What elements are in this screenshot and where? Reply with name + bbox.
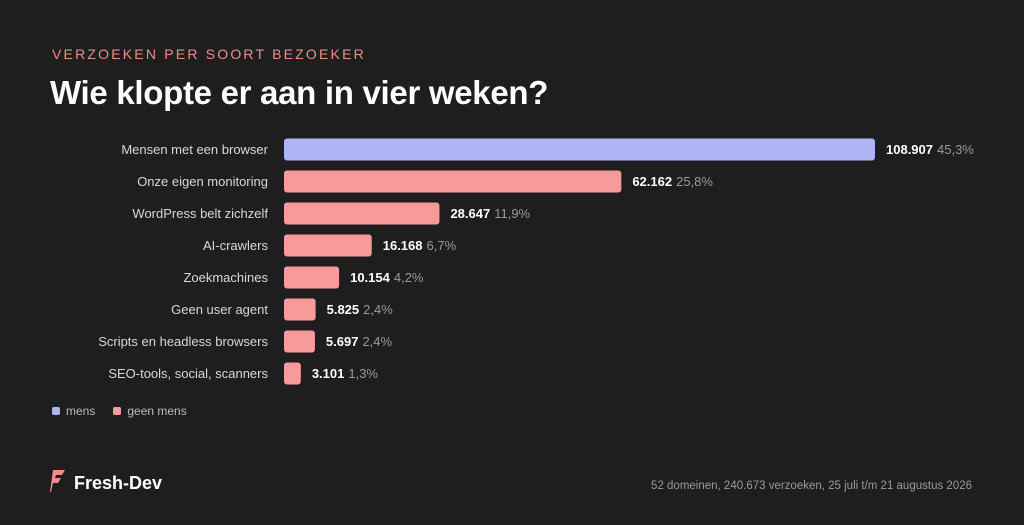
bar-chart: Mensen met een browser 108.907 45,3% Onze e… xyxy=(98,138,974,385)
bar xyxy=(284,298,316,321)
value-label: 3.101 1,3% xyxy=(312,366,379,381)
chart-eyebrow: VERZOEKEN PER SOORT BEZOEKER xyxy=(52,46,366,62)
brand: Fresh-Dev xyxy=(50,470,162,497)
value-label: 10.154 4,2% xyxy=(350,270,424,285)
category-label: WordPress belt zichzelf xyxy=(132,206,268,221)
legend-swatch-mens xyxy=(52,407,60,415)
category-label: Geen user agent xyxy=(171,302,268,317)
category-label: Zoekmachines xyxy=(183,270,268,285)
bar xyxy=(284,266,340,289)
bar xyxy=(284,234,372,257)
value-label: 28.647 11,9% xyxy=(450,206,530,221)
value-label: 108.907 45,3% xyxy=(886,142,974,157)
chart-title: Wie klopte er aan in vier weken? xyxy=(50,74,549,111)
legend: mens geen mens xyxy=(52,404,187,418)
value-label: 5.697 2,4% xyxy=(326,334,393,349)
brand-name: Fresh-Dev xyxy=(74,473,163,493)
category-label: Scripts en headless browsers xyxy=(98,334,268,349)
legend-label-geen-mens: geen mens xyxy=(127,404,187,418)
bar xyxy=(284,202,440,225)
bar xyxy=(284,330,315,353)
bar xyxy=(284,362,301,385)
bar xyxy=(284,170,622,193)
legend-item-mens: mens xyxy=(52,404,95,418)
legend-item-geen-mens: geen mens xyxy=(113,404,187,418)
category-label: AI-crawlers xyxy=(203,238,269,253)
legend-swatch-geen-mens xyxy=(113,407,122,415)
value-label: 62.162 25,8% xyxy=(632,174,713,189)
value-label: 16.168 6,7% xyxy=(383,238,457,253)
category-label: SEO-tools, social, scanners xyxy=(108,366,268,381)
legend-label-mens: mens xyxy=(66,404,96,418)
category-label: Onze eigen monitoring xyxy=(137,174,268,189)
bar xyxy=(284,138,875,161)
value-label: 5.825 2,4% xyxy=(327,302,394,317)
fresh-dev-logo-icon xyxy=(50,470,66,497)
category-label: Mensen met een browser xyxy=(121,142,268,157)
footer-note: 52 domeinen, 240.673 verzoeken, 25 juli … xyxy=(651,480,972,492)
